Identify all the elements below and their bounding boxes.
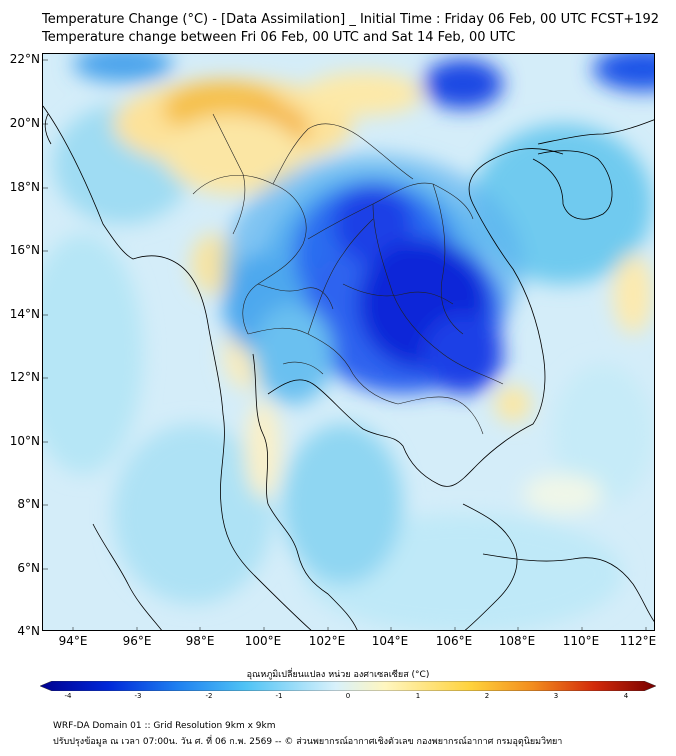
- lon-label: 98°E: [185, 634, 215, 648]
- lon-label: 94°E: [58, 634, 88, 648]
- colorbar-tick: -3: [134, 692, 142, 700]
- lat-label: 8°N: [17, 497, 40, 511]
- colorbar-tick: -4: [64, 692, 72, 700]
- lon-label: 96°E: [122, 634, 152, 648]
- lat-label: 4°N: [17, 624, 40, 638]
- lat-label: 14°N: [9, 307, 40, 321]
- lat-lon-ticks: [43, 59, 647, 630]
- lon-label: 108°E: [498, 634, 536, 648]
- colorbar-tick: -2: [205, 692, 213, 700]
- colorbar-tick: 0: [345, 692, 351, 700]
- lat-label: 16°N: [9, 243, 40, 257]
- lat-label: 22°N: [9, 52, 40, 66]
- footer-model-info: WRF-DA Domain 01 :: Grid Resolution 9km …: [53, 721, 276, 731]
- lon-label: 104°E: [371, 634, 409, 648]
- colorbar-tick: -1: [275, 692, 283, 700]
- admin-borders: [192, 113, 504, 435]
- colorbar-tick: 2: [484, 692, 490, 700]
- map-subtitle: Temperature change between Fri 06 Feb, 0…: [42, 30, 516, 45]
- lat-label: 18°N: [9, 180, 40, 194]
- temperature-change-map: [42, 53, 655, 631]
- lat-label: 10°N: [9, 434, 40, 448]
- map-canvas: [43, 54, 654, 630]
- lon-label: 110°E: [562, 634, 600, 648]
- lat-label: 20°N: [9, 116, 40, 130]
- lon-label: 106°E: [435, 634, 473, 648]
- temperature-field: [43, 54, 654, 630]
- map-title: Temperature Change (°C) - [Data Assimila…: [42, 12, 660, 27]
- colorbar-tick: 1: [415, 692, 421, 700]
- colorbar: [40, 681, 656, 691]
- footer-credit: ปรับปรุงข้อมูล ณ เวลา 07:00น. วัน ศ. ที่…: [53, 737, 563, 747]
- colorbar-label: อุณหภูมิเปลี่ยนแปลง หน่วย องศาเซลเซียส (…: [246, 670, 430, 680]
- lon-label: 112°E: [619, 634, 657, 648]
- coastlines: [43, 105, 654, 630]
- lon-label: 100°E: [244, 634, 282, 648]
- colorbar-tick: 4: [623, 692, 629, 700]
- colorbar-tick: 3: [553, 692, 559, 700]
- colorbar-ramp: [40, 681, 656, 691]
- lat-label: 12°N: [9, 370, 40, 384]
- lat-label: 6°N: [17, 561, 40, 575]
- lon-label: 102°E: [308, 634, 346, 648]
